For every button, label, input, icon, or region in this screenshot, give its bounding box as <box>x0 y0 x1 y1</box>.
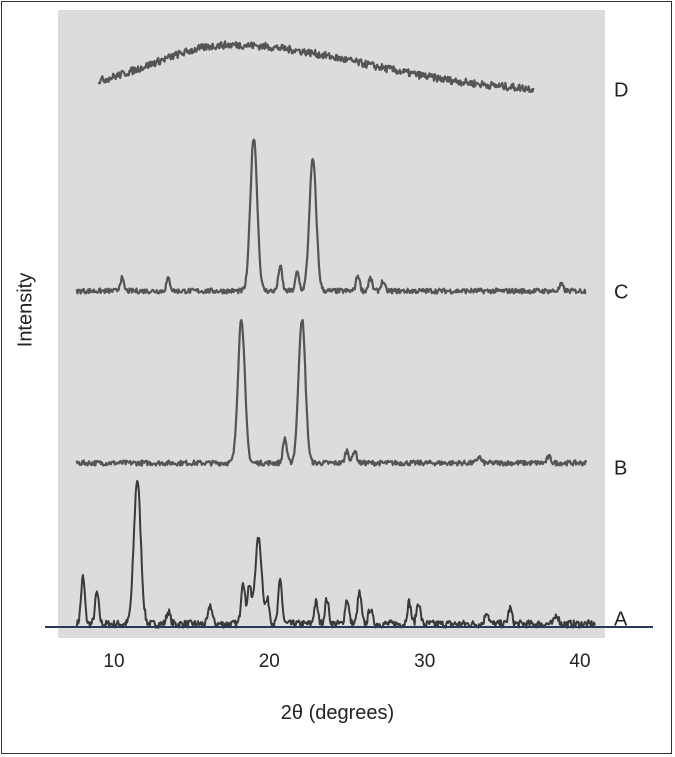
x-axis-label: 2θ (degrees) <box>280 702 395 724</box>
trace-label-c: C <box>614 281 628 303</box>
trace-a <box>75 479 596 629</box>
x-tick-label: 30 <box>414 651 435 672</box>
trace-labels: A B C D <box>614 79 628 630</box>
x-tick-label: 40 <box>569 651 590 672</box>
trace-b <box>75 319 588 467</box>
x-tick-label: 20 <box>259 651 280 672</box>
x-tick-labels: 10 20 30 40 <box>103 651 590 672</box>
trace-label-b: B <box>614 457 627 479</box>
x-tick-label: 10 <box>103 651 124 672</box>
plot-area <box>58 10 605 638</box>
y-axis-label: Intensity <box>14 272 37 348</box>
trace-d <box>97 40 535 94</box>
trace-label-d: D <box>614 79 628 101</box>
traces <box>75 40 596 629</box>
trace-label-a: A <box>614 608 628 630</box>
trace-c <box>75 138 587 295</box>
